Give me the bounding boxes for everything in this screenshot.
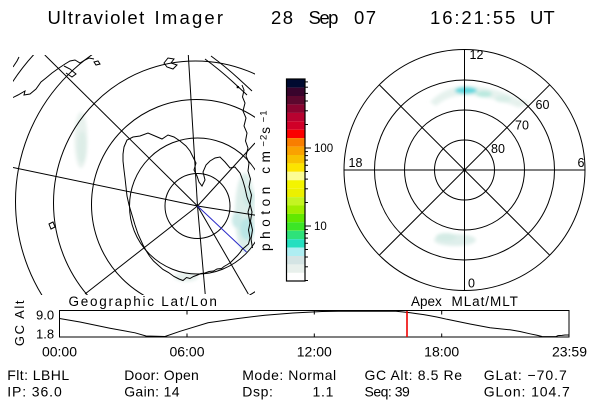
svg-text:Seq: 39: Seq: 39 [365,384,410,400]
svg-text:photon cm−2s−1: photon cm−2s−1 [258,110,273,251]
svg-text:9.0: 9.0 [36,307,54,322]
svg-text:10: 10 [314,221,327,233]
svg-text:MLat/MLT: MLat/MLT [452,294,519,309]
svg-text:12:00: 12:00 [297,344,332,360]
svg-text:18: 18 [349,156,363,170]
svg-text:Dsp:: Dsp: [242,384,273,400]
svg-text:28: 28 [271,7,295,28]
svg-text:06:00: 06:00 [169,344,204,360]
svg-text:60: 60 [536,98,550,112]
svg-text:GLon: 104.7: GLon: 104.7 [484,384,571,400]
svg-text:Geographic Lat/Lon: Geographic Lat/Lon [69,294,219,309]
svg-text:UT: UT [530,7,555,28]
svg-text:70: 70 [515,119,529,133]
svg-text:80: 80 [491,142,505,156]
svg-text:0: 0 [468,277,475,291]
svg-text:Apex: Apex [411,294,442,309]
svg-text:1.8: 1.8 [36,326,54,341]
svg-text:GC Alt: GC Alt [12,299,27,346]
svg-text:07: 07 [354,7,378,28]
svg-text:Imager: Imager [155,7,226,28]
svg-text:23:59: 23:59 [552,344,587,360]
svg-text:Ultraviolet: Ultraviolet [48,7,146,28]
svg-text:1.1: 1.1 [313,384,335,400]
svg-text:6: 6 [578,156,585,170]
svg-text:Door: Open: Door: Open [124,367,199,383]
svg-text:16:21:55: 16:21:55 [430,7,517,28]
svg-text:GLat: −70.7: GLat: −70.7 [484,367,568,383]
svg-text:Mode: Normal: Mode: Normal [242,367,337,383]
svg-text:Flt: LBHL: Flt: LBHL [7,367,69,383]
svg-text:Sep: Sep [309,7,339,28]
svg-text:IP: 36.0: IP: 36.0 [7,384,62,400]
svg-text:18:00: 18:00 [424,344,459,360]
svg-text:GC Alt: 8.5 Re: GC Alt: 8.5 Re [365,367,463,383]
svg-text:100: 100 [314,143,333,155]
svg-text:Gain: 14: Gain: 14 [124,384,180,400]
svg-text:00:00: 00:00 [42,344,77,360]
svg-text:12: 12 [470,48,484,62]
